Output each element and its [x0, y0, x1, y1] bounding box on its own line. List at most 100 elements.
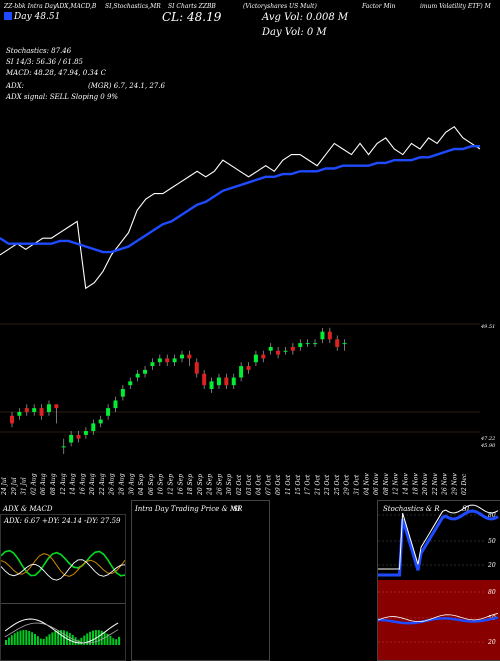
stoch-tick-label: 20: [487, 562, 496, 569]
price-label-bottom: 45.90: [481, 443, 496, 449]
macd-histogram-bar: [13, 633, 16, 645]
macd-histogram-bar: [57, 630, 60, 645]
macd-histogram-bar: [25, 630, 28, 645]
date-tick-label: 02 Dec: [461, 473, 468, 495]
candle-body: [113, 400, 118, 409]
date-tick-label: 12 Sep: [167, 474, 174, 495]
adx-macd-panel: ADX: 6.67 +DY: 24.14 -DY: 27.59: [0, 514, 126, 661]
candle-body: [320, 331, 325, 340]
macd-signal-line: [4, 622, 119, 644]
stochastics-text: Stochastics: 87.46: [6, 47, 72, 55]
close-price: CL: 48.19: [162, 10, 222, 24]
date-tick-label: 30 Sep: [226, 474, 233, 495]
candle-body: [143, 369, 148, 374]
date-tick-label: 30 Aug: [128, 473, 135, 495]
header-etf: imum Volatility ETF) M: [420, 3, 491, 10]
date-tick-label: 06 Sep: [148, 474, 155, 495]
date-tick-label: 17 Oct: [305, 474, 312, 495]
mrsi-line: [378, 613, 499, 623]
candle-body: [261, 354, 266, 359]
candle-body: [17, 411, 22, 416]
header-tab-si: SI,Stochastics,MR: [105, 3, 161, 10]
date-tick-label: 12 Aug: [60, 473, 67, 495]
macd-histogram-bar: [86, 633, 89, 645]
candle-body: [231, 377, 236, 386]
stochastics-panel: 80 50 20 80 50 20: [377, 500, 500, 661]
macd-histogram-bar: [115, 639, 118, 645]
candle-body: [187, 354, 192, 359]
stoch-d-line: [378, 509, 499, 577]
macd-histogram-bar: [68, 632, 71, 645]
header-top-line: ZZ-bbk Intra Day: [4, 3, 57, 10]
macd-histogram-bar: [54, 631, 57, 645]
candle-body: [298, 343, 303, 347]
candle-body: [239, 366, 244, 378]
macd-histogram-bar: [118, 636, 121, 645]
macd-histogram-bar: [42, 638, 45, 645]
header-tab-charts: SI Charts ZZBB: [168, 3, 216, 10]
macd-histogram-bar: [22, 630, 25, 645]
adx-values: (MGR) 6.7, 24.1, 27.6: [88, 82, 165, 90]
si-text: SI 14/3: 56.36 / 61.85: [6, 58, 83, 66]
candle-body: [61, 446, 66, 448]
candle-body: [313, 343, 318, 345]
date-tick-label: 28 Aug: [119, 473, 126, 496]
date-tick-label: 26 Sep: [216, 474, 223, 496]
candle-body: [24, 408, 29, 412]
date-tick-label: 23 Oct: [324, 474, 331, 496]
candle-body: [10, 415, 14, 424]
candle-body: [76, 434, 81, 439]
day-vol: Day Vol: 0 M: [262, 27, 327, 38]
date-tick-label: 18 Nov: [412, 473, 419, 495]
candle-body: [91, 423, 96, 432]
candle-body: [157, 358, 162, 363]
macd-histogram-bar: [48, 634, 51, 645]
date-tick-label: 11 Oct: [285, 474, 292, 495]
candle-body: [283, 350, 288, 352]
macd-histogram-bar: [106, 633, 109, 645]
date-tick-label: 02 Oct: [236, 474, 243, 495]
date-tick-label: 06 Aug: [40, 473, 47, 495]
macd-line: [4, 618, 119, 644]
day-value-text: Day 48.51: [14, 12, 61, 22]
date-tick-label: 31 Oct: [354, 474, 361, 495]
macd-histogram-bar: [10, 635, 13, 645]
candle-body: [83, 431, 88, 435]
candle-body: [327, 331, 332, 340]
moving-average-line: [0, 145, 480, 254]
adx-panel-title: ADX & MACD: [3, 505, 53, 513]
date-tick-label: 14 Aug: [70, 473, 77, 495]
candle-body: [268, 346, 273, 351]
macd-chart: [4, 618, 121, 645]
macd-histogram-bar: [92, 630, 94, 645]
header-instrument: (Victoryshares US Mult): [243, 3, 317, 10]
candle-body: [246, 366, 251, 370]
candle-body: [120, 389, 125, 397]
macd-histogram-bar: [89, 631, 92, 645]
macd-histogram-bar: [97, 630, 100, 645]
adx-values: ADX: 6.67 +DY: 24.14 -DY: 27.59: [4, 517, 121, 525]
candlestick-chart: [0, 323, 480, 454]
macd-histogram-bar: [45, 636, 48, 645]
date-tick-label: 08 Nov: [383, 473, 390, 495]
stoch-si-label: SI: [462, 505, 470, 513]
date-tick-label: 04 Nov: [363, 473, 370, 495]
macd-histogram-bar: [103, 632, 106, 645]
intraday-panel-title: Intra Day Trading Price & MR: [135, 505, 243, 513]
macd-histogram-bar: [5, 640, 7, 645]
candle-body: [342, 343, 347, 345]
candle-body: [209, 381, 214, 389]
macd-histogram-bar: [16, 631, 19, 645]
candle-body: [335, 339, 340, 347]
date-tick-label: 22 Nov: [432, 473, 439, 496]
adx-minus-di-line: [1, 553, 125, 577]
macd-histogram-bar: [36, 636, 39, 645]
intraday-si-label: SI: [233, 505, 241, 513]
date-tick-label: 04 Oct: [256, 474, 263, 495]
header-factor: Factor Min: [362, 3, 396, 10]
candle-body: [135, 373, 140, 378]
macd-histogram-bar: [34, 634, 36, 645]
stoch-panel-title: Stochastics & R: [383, 505, 440, 513]
macd-histogram-bar: [112, 638, 115, 645]
candle-body: [305, 343, 310, 345]
